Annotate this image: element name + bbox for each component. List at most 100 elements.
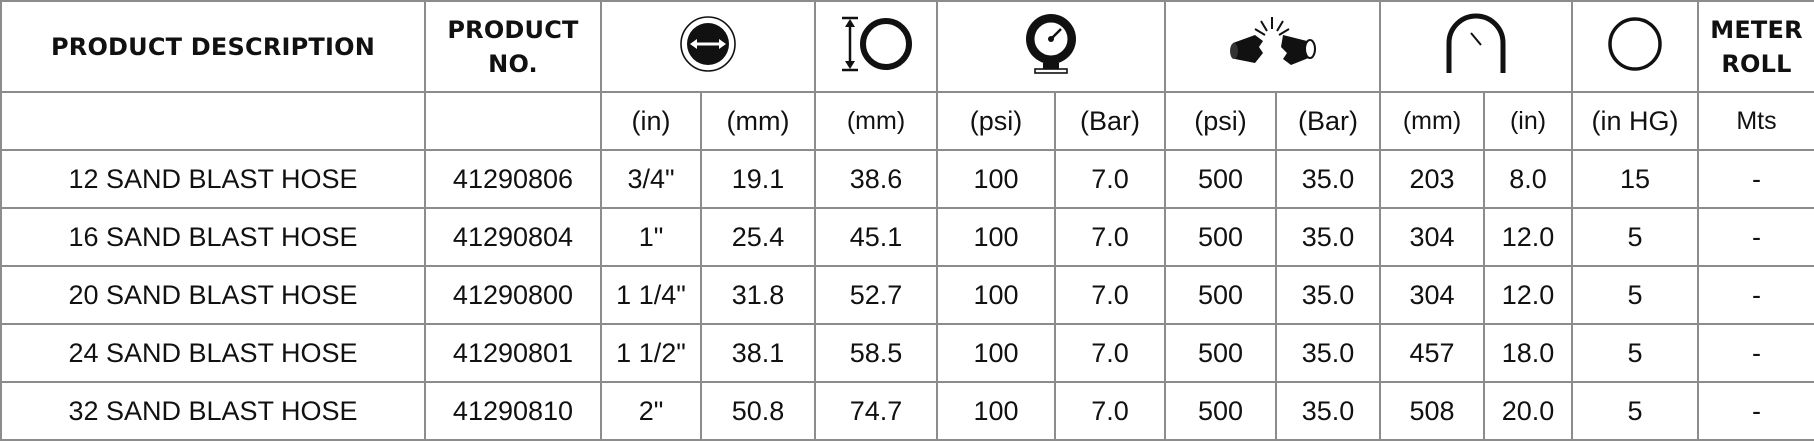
cell-vacuum: 5 (1571, 207, 1699, 267)
header-meter-roll: METER ROLL (1697, 0, 1814, 93)
cell-description: 20 SAND BLAST HOSE (0, 265, 426, 325)
header-outer-diameter (814, 0, 938, 93)
units-empty-product-no (424, 91, 602, 151)
cell-od-mm: 58.5 (814, 323, 938, 383)
cell-bp-psi: 500 (1164, 381, 1277, 441)
cell-vacuum: 5 (1571, 265, 1699, 325)
unit-br-mm: (mm) (1379, 91, 1485, 151)
cell-id-mm: 38.1 (700, 323, 816, 383)
cell-br-in: 18.0 (1483, 323, 1573, 383)
cell-wp-psi: 100 (936, 323, 1056, 383)
cell-bp-psi: 500 (1164, 323, 1277, 383)
cell-wp-psi: 100 (936, 149, 1056, 209)
cell-vacuum: 15 (1571, 149, 1699, 209)
cell-br-in: 20.0 (1483, 381, 1573, 441)
unit-bp-psi: (psi) (1164, 91, 1277, 151)
header-burst-pressure (1164, 0, 1381, 93)
cell-vacuum: 5 (1571, 381, 1699, 441)
cell-br-in: 12.0 (1483, 207, 1573, 267)
cell-product-no: 41290804 (424, 207, 602, 267)
cell-id-mm: 19.1 (700, 149, 816, 209)
table-row: 12 SAND BLAST HOSE 41290806 3/4" 19.1 38… (0, 149, 1814, 209)
hose-id-icon (678, 14, 738, 79)
cell-description: 16 SAND BLAST HOSE (0, 207, 426, 267)
cell-product-no: 41290801 (424, 323, 602, 383)
bend-radius-icon (1441, 13, 1511, 80)
cell-bp-bar: 35.0 (1275, 323, 1381, 383)
cell-od-mm: 74.7 (814, 381, 938, 441)
cell-id-mm: 50.8 (700, 381, 816, 441)
burst-pressure-icon (1225, 13, 1321, 80)
cell-wp-bar: 7.0 (1054, 207, 1166, 267)
cell-br-mm: 508 (1379, 381, 1485, 441)
cell-bp-psi: 500 (1164, 207, 1277, 267)
cell-id-mm: 25.4 (700, 207, 816, 267)
cell-meter-roll: - (1697, 265, 1814, 325)
cell-description: 32 SAND BLAST HOSE (0, 381, 426, 441)
pressure-gauge-icon (1021, 11, 1081, 82)
unit-od-mm: (mm) (814, 91, 938, 151)
cell-bp-psi: 500 (1164, 265, 1277, 325)
cell-br-mm: 203 (1379, 149, 1485, 209)
cell-product-no: 41290806 (424, 149, 602, 209)
header-working-pressure (936, 0, 1166, 93)
header-row: PRODUCT DESCRIPTION PRODUCT NO. (0, 0, 1814, 93)
cell-id-in: 1" (600, 207, 702, 267)
header-inside-diameter (600, 0, 816, 93)
cell-wp-bar: 7.0 (1054, 265, 1166, 325)
unit-id-mm: (mm) (700, 91, 816, 151)
cell-product-no: 41290800 (424, 265, 602, 325)
cell-id-in: 1 1/4" (600, 265, 702, 325)
unit-vacuum: (in HG) (1571, 91, 1699, 151)
unit-wp-psi: (psi) (936, 91, 1056, 151)
cell-vacuum: 5 (1571, 323, 1699, 383)
units-row: (in) (mm) (mm) (psi) (Bar) (psi) (Bar) (… (0, 91, 1814, 151)
table-row: 32 SAND BLAST HOSE 41290810 2" 50.8 74.7… (0, 381, 1814, 441)
cell-id-in: 1 1/2" (600, 323, 702, 383)
table-row: 16 SAND BLAST HOSE 41290804 1" 25.4 45.1… (0, 207, 1814, 267)
units-empty-description (0, 91, 426, 151)
cell-id-mm: 31.8 (700, 265, 816, 325)
cell-description: 12 SAND BLAST HOSE (0, 149, 426, 209)
unit-bp-bar: (Bar) (1275, 91, 1381, 151)
cell-id-in: 2" (600, 381, 702, 441)
cell-od-mm: 52.7 (814, 265, 938, 325)
header-bend-radius (1379, 0, 1573, 93)
cell-bp-bar: 35.0 (1275, 265, 1381, 325)
cell-id-in: 3/4" (600, 149, 702, 209)
header-product-no: PRODUCT NO. (424, 0, 602, 93)
cell-od-mm: 38.6 (814, 149, 938, 209)
vacuum-icon (1605, 14, 1665, 79)
cell-description: 24 SAND BLAST HOSE (0, 323, 426, 383)
cell-meter-roll: - (1697, 381, 1814, 441)
header-description: PRODUCT DESCRIPTION (0, 0, 426, 93)
cell-wp-bar: 7.0 (1054, 381, 1166, 441)
cell-wp-psi: 100 (936, 207, 1056, 267)
cell-wp-psi: 100 (936, 265, 1056, 325)
table-row: 24 SAND BLAST HOSE 41290801 1 1/2" 38.1 … (0, 323, 1814, 383)
unit-wp-bar: (Bar) (1054, 91, 1166, 151)
cell-br-mm: 457 (1379, 323, 1485, 383)
cell-wp-bar: 7.0 (1054, 149, 1166, 209)
unit-br-in: (in) (1483, 91, 1573, 151)
cell-od-mm: 45.1 (814, 207, 938, 267)
cell-wp-psi: 100 (936, 381, 1056, 441)
cell-bp-bar: 35.0 (1275, 149, 1381, 209)
header-vacuum (1571, 0, 1699, 93)
outer-diameter-icon (836, 14, 916, 79)
cell-bp-bar: 35.0 (1275, 381, 1381, 441)
cell-wp-bar: 7.0 (1054, 323, 1166, 383)
cell-meter-roll: - (1697, 207, 1814, 267)
cell-br-mm: 304 (1379, 265, 1485, 325)
table-row: 20 SAND BLAST HOSE 41290800 1 1/4" 31.8 … (0, 265, 1814, 325)
cell-product-no: 41290810 (424, 381, 602, 441)
cell-br-in: 8.0 (1483, 149, 1573, 209)
cell-meter-roll: - (1697, 149, 1814, 209)
unit-meter-roll: Mts (1697, 91, 1814, 151)
cell-br-in: 12.0 (1483, 265, 1573, 325)
cell-meter-roll: - (1697, 323, 1814, 383)
cell-bp-bar: 35.0 (1275, 207, 1381, 267)
cell-br-mm: 304 (1379, 207, 1485, 267)
unit-id-in: (in) (600, 91, 702, 151)
